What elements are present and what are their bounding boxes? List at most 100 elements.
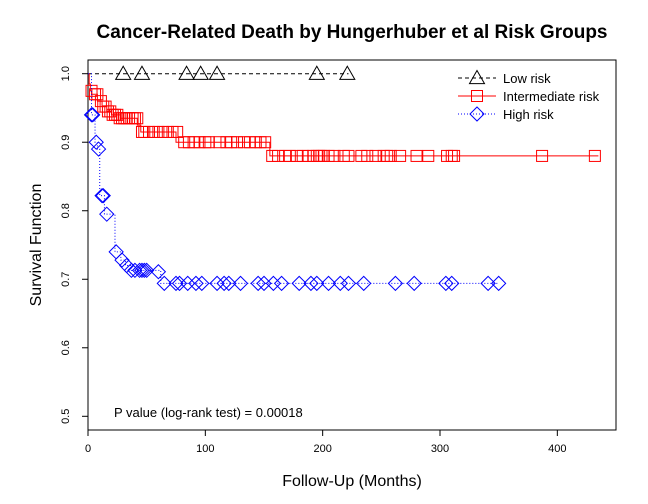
censor-marker	[213, 136, 226, 149]
censor-marker	[231, 136, 244, 149]
censor-marker	[180, 275, 196, 292]
y-tick-label: 0.6	[60, 340, 72, 355]
censor-marker	[444, 275, 460, 292]
censor-marker	[340, 275, 357, 292]
censor-marker	[171, 125, 184, 138]
censor-marker	[171, 275, 188, 292]
y-axis: 0.5 0.6 0.7 0.8 0.9 1.0	[60, 66, 88, 424]
series-layer	[83, 65, 601, 292]
censor-marker	[308, 65, 326, 80]
x-tick-label: 100	[196, 443, 214, 455]
censor-marker	[369, 149, 382, 162]
censor-marker	[283, 149, 296, 162]
censor-marker	[83, 107, 100, 123]
censor-marker	[291, 275, 307, 292]
x-axis-label: Follow-Up (Months)	[282, 473, 422, 490]
censor-marker	[209, 275, 225, 292]
censor-marker	[104, 105, 117, 118]
x-tick-label: 0	[85, 443, 91, 455]
censor-marker	[309, 275, 325, 292]
censor-marker	[84, 107, 101, 123]
legend-marker	[468, 69, 486, 85]
x-tick-label: 200	[313, 443, 331, 455]
censor-marker	[136, 262, 153, 279]
legend-marker	[469, 106, 485, 122]
censor-marker	[123, 262, 140, 279]
y-tick-label: 0.5	[60, 409, 72, 424]
censor-marker	[156, 275, 172, 292]
censor-marker	[221, 275, 237, 292]
p-value-annotation: P value (log-rank test) = 0.00018	[114, 405, 303, 420]
x-tick-label: 400	[548, 443, 566, 455]
censor-marker	[114, 65, 132, 80]
censor-marker	[168, 275, 184, 292]
y-tick-label: 0.8	[60, 203, 72, 218]
censor-marker	[178, 65, 195, 80]
censor-marker	[273, 275, 290, 292]
censor-marker	[108, 244, 124, 260]
plot-frame	[87, 59, 617, 431]
legend-item: High risk	[458, 106, 554, 122]
censor-marker	[188, 275, 204, 292]
censor-marker	[303, 275, 319, 292]
censor-marker	[356, 275, 372, 292]
censor-marker	[320, 275, 337, 292]
legend: Low risk Intermediate risk High risk	[458, 69, 600, 122]
censor-marker	[131, 112, 144, 125]
censor-marker	[361, 149, 374, 162]
censor-marker	[448, 149, 461, 162]
censor-marker	[490, 275, 507, 292]
censor-marker	[138, 262, 155, 279]
censor-marker	[88, 134, 104, 150]
legend-marker	[471, 90, 483, 102]
censor-marker	[384, 149, 397, 162]
censor-marker	[192, 65, 210, 80]
legend-label: High risk	[503, 107, 554, 122]
censor-marker	[588, 149, 601, 162]
censor-marker	[338, 65, 356, 80]
censor-marker	[133, 65, 151, 80]
legend-item: Intermediate risk	[458, 89, 600, 104]
censor-marker	[134, 262, 150, 279]
series-low-risk	[88, 65, 356, 80]
censor-marker	[208, 65, 226, 80]
censor-marker	[114, 252, 130, 268]
censor-marker	[99, 206, 115, 222]
censor-marker	[422, 149, 435, 162]
y-tick-label: 1.0	[60, 66, 72, 81]
censor-marker	[536, 149, 549, 162]
censor-marker	[387, 275, 404, 292]
censor-marker	[259, 136, 272, 149]
censor-marker	[480, 275, 496, 292]
censor-marker	[131, 262, 148, 279]
censor-marker	[342, 149, 355, 162]
x-tick-label: 300	[431, 443, 449, 455]
censor-marker	[394, 149, 407, 162]
censor-marker	[216, 275, 232, 292]
y-tick-label: 0.7	[60, 272, 72, 287]
survival-step-line	[88, 73, 499, 284]
chart-title: Cancer-Related Death by Hungerhuber et a…	[96, 22, 607, 43]
censor-marker	[150, 264, 167, 280]
censor-marker	[438, 275, 454, 292]
y-tick-label: 0.9	[60, 135, 72, 150]
censor-marker	[99, 100, 112, 113]
censor-marker	[94, 187, 110, 204]
censor-marker	[272, 149, 285, 162]
censor-marker	[95, 187, 111, 204]
censor-marker	[332, 275, 348, 292]
censor-marker	[265, 275, 282, 292]
censor-marker	[328, 149, 341, 162]
censor-marker	[90, 141, 107, 157]
censor-marker	[406, 275, 422, 292]
x-axis: 0 100 200 300 400	[85, 430, 567, 455]
legend-label: Low risk	[503, 71, 551, 86]
censor-marker	[194, 275, 210, 292]
censor-marker	[250, 275, 266, 292]
censor-marker	[232, 275, 249, 292]
censor-marker	[410, 149, 423, 162]
y-axis-label: Survival Function	[28, 184, 45, 307]
series-intermediate-risk	[85, 73, 601, 162]
censor-marker	[111, 108, 124, 121]
